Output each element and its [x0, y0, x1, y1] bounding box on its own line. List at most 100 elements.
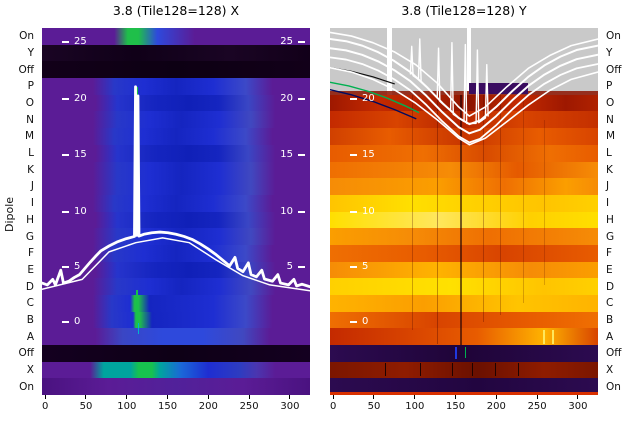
heatmap-plot-x: 25 20 15 10 5 0 25 20 15 10 5: [42, 28, 310, 395]
x-tick-label: 50: [79, 401, 93, 412]
dipole-row-label: H: [26, 213, 34, 226]
x-tick-mark: [85, 395, 87, 399]
x-tick-mark: [126, 395, 128, 399]
heatmap-row-x: [42, 361, 310, 379]
x-tick-label: 200: [198, 401, 218, 412]
dipole-row-label: D: [25, 280, 34, 293]
x-tick-label: 150: [158, 401, 178, 412]
x-tick-label: 150: [446, 401, 466, 412]
dipole-row-label: B: [606, 313, 614, 326]
dipole-row-label: G: [606, 230, 615, 243]
dipole-row-label: K: [27, 163, 34, 176]
dipole-row-label: C: [606, 297, 614, 309]
heatmap-row-i: [42, 194, 310, 212]
heatmap-row-on: [330, 378, 598, 395]
x-tick-mark: [248, 395, 250, 399]
x-tick-mark: [289, 395, 291, 399]
heatmap-row-o: [330, 94, 598, 112]
heatmap-row-d: [330, 278, 598, 295]
x-tick-mark: [536, 395, 538, 399]
heatmap-row-j: [42, 178, 310, 195]
dipole-row-label: Off: [606, 347, 622, 360]
heatmap-row-d: [42, 278, 310, 295]
heatmap-row-m: [330, 128, 598, 145]
x-tick-label: 100: [117, 401, 137, 412]
heatmap-row-g: [42, 228, 310, 245]
x-tick-mark: [167, 395, 169, 399]
dipole-row-label: D: [606, 280, 615, 293]
x-tick-mark: [455, 395, 457, 399]
heatmap-row-k: [330, 161, 598, 179]
dipole-row-label: F: [606, 246, 613, 259]
x-tick-label: 300: [280, 401, 300, 412]
dipole-labels-right: On Y Off P O N M L K J I H G F E D C B A Off X On: [602, 28, 638, 395]
dipole-row-label: M: [24, 130, 34, 143]
dipole-row-label: Y: [27, 46, 34, 59]
heatmap-row-on: [42, 378, 310, 395]
dipole-row-label: I: [606, 196, 610, 209]
dipole-row-label: P: [27, 80, 34, 93]
heatmap-row-c: [330, 295, 598, 312]
dipole-row-label: X: [606, 363, 614, 376]
heatmap-row-e: [42, 261, 310, 279]
heatmap-row-y: [42, 44, 310, 62]
dipole-row-label: N: [606, 113, 614, 126]
heatmap-row-m: [42, 128, 310, 145]
heatmap-row-off: [42, 345, 310, 362]
heatmap-row-e: [330, 261, 598, 279]
dipole-row-label: Off: [18, 63, 35, 76]
x-tick-label: 250: [527, 401, 547, 412]
dipole-row-label: G: [25, 230, 34, 243]
heatmap-row-b: [330, 311, 598, 329]
x-tick-mark: [577, 395, 579, 399]
heatmap-row-l: [330, 144, 598, 162]
heatmap-row-h: [330, 211, 598, 229]
dipole-row-label: J: [30, 180, 34, 193]
heatmap-row-x: [330, 361, 598, 379]
dipole-row-label: O: [606, 96, 615, 109]
heatmap-row-a: [42, 328, 310, 346]
heatmap-row-on: [330, 28, 598, 45]
heatmap-row-p: [42, 78, 310, 95]
dipole-row-label: E: [27, 263, 34, 276]
heatmap-row-off: [330, 61, 598, 79]
x-tick-mark: [44, 395, 46, 399]
heatmap-row-on: [42, 28, 310, 45]
heatmap-row-f: [42, 244, 310, 262]
dipole-row-label: O: [25, 96, 34, 109]
x-tick-mark: [332, 395, 334, 399]
dipole-row-label: P: [606, 80, 613, 93]
dipole-row-label: K: [606, 163, 613, 176]
x-tick-label: 0: [42, 401, 49, 412]
heatmap-row-p: [330, 78, 598, 95]
heatmap-rows: [42, 28, 310, 395]
heatmap-row-n: [42, 111, 310, 129]
heatmap-plot-y: 20 15 10 5 0: [330, 28, 598, 395]
heatmap-row-f: [330, 244, 598, 262]
heatmap-row-b: [42, 311, 310, 329]
dipole-row-label: X: [26, 363, 34, 376]
plot-title-y: 3.8 (Tile128=128) Y: [401, 3, 527, 18]
dipole-row-label: M: [606, 130, 616, 143]
x-tick-label: 200: [486, 401, 506, 412]
dipole-row-label: C: [26, 297, 34, 309]
heatmap-row-j: [330, 178, 598, 195]
heatmap-row-off: [330, 345, 598, 362]
heatmap-row-h: [42, 211, 310, 229]
dipole-row-label: On: [19, 30, 34, 43]
dipole-row-label: N: [26, 113, 34, 126]
dipole-row-label: On: [606, 30, 621, 43]
dipole-row-label: A: [26, 330, 34, 343]
x-tick-label: 0: [330, 401, 337, 412]
heatmap-row-g: [330, 228, 598, 245]
dipole-row-label: B: [26, 313, 34, 326]
heatmap-row-y: [330, 44, 598, 62]
heatmap-row-n: [330, 111, 598, 129]
dipole-row-label: On: [19, 380, 34, 393]
heatmap-rows: [330, 28, 598, 395]
x-tick-label: 300: [568, 401, 588, 412]
dipole-row-label: Y: [606, 46, 613, 59]
dipole-row-label: Off: [18, 347, 35, 360]
x-tick-label: 50: [367, 401, 381, 412]
